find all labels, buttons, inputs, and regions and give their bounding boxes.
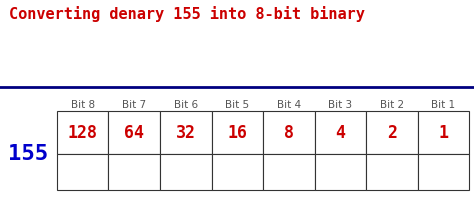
Bar bbox=[366, 154, 418, 190]
Text: Converting denary 155 into 8-bit binary: Converting denary 155 into 8-bit binary bbox=[9, 6, 365, 22]
Bar bbox=[315, 154, 366, 190]
Text: 8: 8 bbox=[284, 124, 294, 142]
Bar bbox=[57, 111, 109, 154]
Bar bbox=[160, 111, 211, 154]
Bar bbox=[315, 111, 366, 154]
Bar bbox=[418, 154, 469, 190]
Bar bbox=[109, 111, 160, 154]
Text: 2: 2 bbox=[387, 124, 397, 142]
Bar bbox=[263, 111, 315, 154]
Bar bbox=[366, 111, 418, 154]
Text: Bit 5: Bit 5 bbox=[225, 100, 249, 110]
Text: Bit 6: Bit 6 bbox=[173, 100, 198, 110]
Text: 1: 1 bbox=[438, 124, 448, 142]
Bar bbox=[57, 154, 109, 190]
Bar bbox=[211, 111, 263, 154]
Text: Bit 1: Bit 1 bbox=[431, 100, 456, 110]
Bar bbox=[211, 154, 263, 190]
Text: 155: 155 bbox=[9, 144, 48, 165]
Text: Bit 4: Bit 4 bbox=[277, 100, 301, 110]
Bar bbox=[418, 111, 469, 154]
Text: 32: 32 bbox=[176, 124, 196, 142]
Text: 128: 128 bbox=[68, 124, 98, 142]
Text: 64: 64 bbox=[124, 124, 144, 142]
Bar bbox=[160, 154, 211, 190]
Text: Bit 8: Bit 8 bbox=[71, 100, 95, 110]
Text: Bit 3: Bit 3 bbox=[328, 100, 353, 110]
Text: Bit 2: Bit 2 bbox=[380, 100, 404, 110]
Text: 4: 4 bbox=[336, 124, 346, 142]
Text: 16: 16 bbox=[228, 124, 247, 142]
Text: Bit 7: Bit 7 bbox=[122, 100, 146, 110]
Bar bbox=[109, 154, 160, 190]
Bar bbox=[263, 154, 315, 190]
